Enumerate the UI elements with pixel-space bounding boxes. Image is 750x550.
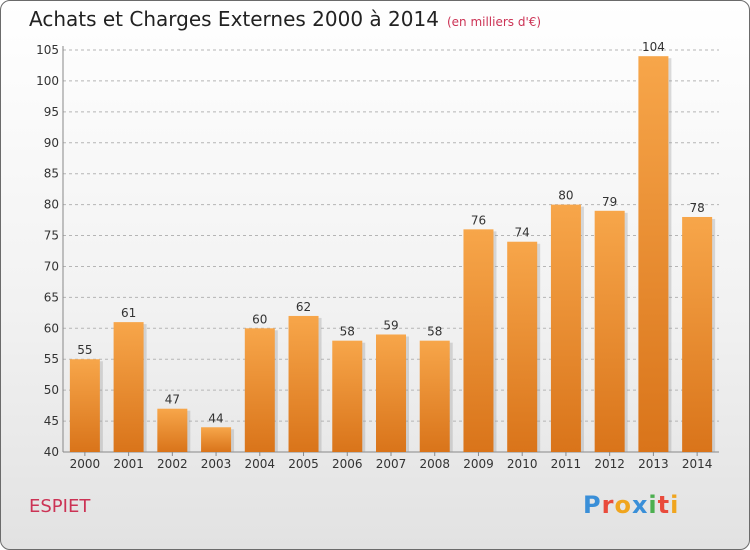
x-tick-label: 2013 [638, 457, 669, 471]
data-label: 58 [340, 325, 355, 339]
logo-letter: i [648, 491, 658, 519]
bar [113, 322, 144, 452]
bar [288, 315, 319, 452]
unit-label: (en milliers d'€) [446, 15, 542, 29]
bar [332, 340, 363, 452]
logo-letter: i [670, 491, 680, 519]
data-label: 80 [558, 189, 573, 203]
logo-letter: o [614, 491, 632, 519]
bar [201, 427, 232, 452]
y-tick-label: 65 [44, 290, 59, 304]
x-tick-label: 2010 [507, 457, 538, 471]
x-tick-label: 2007 [376, 457, 407, 471]
commune-name: ESPIET [29, 496, 91, 517]
y-tick-label: 95 [44, 105, 59, 119]
data-label: 47 [165, 393, 180, 407]
y-tick-label: 80 [44, 198, 59, 212]
bar [638, 56, 669, 452]
chart-title: Achats et Charges Externes 2000 à 2014 (e… [29, 7, 541, 31]
data-label: 76 [471, 213, 486, 227]
bar [463, 229, 494, 452]
title-text: Achats et Charges Externes 2000 à 2014 [29, 7, 439, 31]
x-tick-label: 2012 [594, 457, 625, 471]
data-label: 58 [427, 325, 442, 339]
bar [594, 210, 625, 452]
x-tick-label: 2014 [682, 457, 713, 471]
bar [550, 204, 581, 452]
proxiti-logo: Proxiti [583, 491, 679, 519]
x-tick-label: 2001 [113, 457, 144, 471]
x-tick-label: 2009 [463, 457, 494, 471]
y-tick-label: 55 [44, 352, 59, 366]
data-label: 62 [296, 300, 311, 314]
y-tick-label: 100 [36, 74, 59, 88]
bar [419, 340, 450, 452]
y-tick-label: 90 [44, 136, 59, 150]
data-label: 61 [121, 306, 136, 320]
x-tick-label: 2003 [201, 457, 232, 471]
x-tick-label: 2000 [70, 457, 101, 471]
data-label: 60 [252, 312, 267, 326]
y-tick-label: 40 [44, 445, 59, 459]
bar [244, 328, 275, 452]
bar [69, 359, 100, 452]
data-label: 44 [208, 411, 223, 425]
data-label: 104 [642, 40, 665, 54]
y-tick-label: 70 [44, 259, 59, 273]
data-label: 55 [77, 343, 92, 357]
data-label: 78 [689, 201, 704, 215]
bar [507, 241, 538, 452]
y-tick-label: 75 [44, 229, 59, 243]
y-tick-label: 60 [44, 321, 59, 335]
logo-letter: t [657, 491, 671, 519]
x-tick-label: 2004 [245, 457, 276, 471]
logo-letter: r [601, 491, 615, 519]
x-tick-label: 2006 [332, 457, 363, 471]
data-label: 74 [515, 226, 530, 240]
bar [682, 216, 713, 452]
x-tick-label: 2011 [551, 457, 582, 471]
y-tick-label: 45 [44, 414, 59, 428]
x-tick-label: 2008 [419, 457, 450, 471]
x-tick-label: 2002 [157, 457, 188, 471]
logo-letter: x [631, 491, 649, 519]
y-tick-label: 105 [36, 43, 59, 57]
bar [376, 334, 406, 452]
y-tick-label: 85 [44, 167, 59, 181]
y-tick-label: 50 [44, 383, 59, 397]
data-label: 59 [383, 318, 398, 332]
data-label: 79 [602, 195, 617, 209]
logo-letter: P [583, 491, 602, 519]
bar [157, 408, 188, 452]
x-tick-label: 2005 [288, 457, 319, 471]
